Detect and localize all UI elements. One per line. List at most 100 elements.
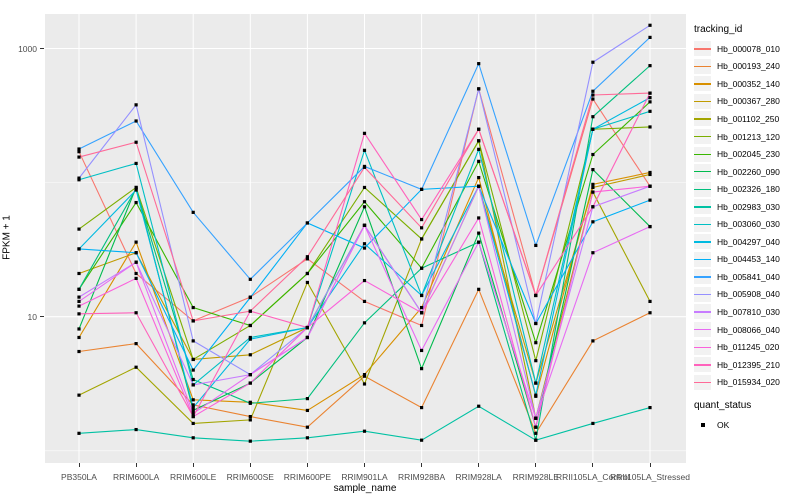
data-point (305, 335, 309, 340)
tracking-id-legend-items: Hb_000078_010 Hb_000193_240 Hb_000352_140 H… (694, 40, 798, 391)
data-point (648, 100, 652, 104)
plot-canvas (45, 14, 686, 463)
data-point (77, 155, 81, 159)
data-point (362, 321, 367, 325)
legend-item-label: Hb_001213_120 (717, 131, 780, 142)
legend-item-label: Hb_002045_230 (717, 149, 780, 160)
data-point (248, 337, 252, 341)
data-point (248, 335, 252, 340)
x-tick-label-RRIM928LA: RRIM928LA (455, 472, 502, 482)
data-point (305, 271, 309, 276)
data-point (191, 383, 195, 387)
x-tick-label-RRIM600LA: RRIM600LA (112, 472, 160, 482)
data-point (420, 217, 424, 222)
data-point (134, 365, 138, 369)
data-point (77, 349, 81, 354)
legend-item-label: Hb_004297_040 (717, 236, 780, 247)
data-point (77, 287, 81, 291)
data-point (477, 216, 481, 220)
data-point (534, 416, 538, 420)
data-point (420, 323, 424, 328)
data-point (305, 325, 309, 330)
data-point (591, 220, 595, 224)
legend-item-label: Hb_015934_020 (717, 377, 780, 388)
data-point (134, 161, 138, 166)
legend-item-label: Hb_012395_210 (717, 359, 780, 370)
legend-key-line-icon (694, 129, 711, 144)
data-point (134, 240, 138, 244)
legend-key-line-icon (694, 93, 711, 109)
data-point (534, 438, 538, 442)
data-point (477, 62, 481, 66)
legend-item-label: Hb_001102_250 (717, 113, 780, 124)
data-point (77, 295, 81, 299)
legend-key-line-icon (694, 286, 711, 302)
data-point (534, 393, 538, 397)
data-point (648, 125, 652, 129)
data-point (305, 408, 309, 413)
data-point (420, 348, 424, 353)
data-point (477, 231, 481, 235)
x-tick-mark (306, 463, 308, 467)
legend-key-line-icon (694, 269, 711, 285)
data-point (648, 91, 652, 95)
data-point (591, 205, 595, 209)
data-point (77, 335, 81, 340)
data-point (591, 97, 595, 101)
legend-item-label: Hb_007810_030 (717, 306, 780, 317)
legend-item-label: Hb_011245_020 (717, 342, 780, 353)
legend-item-Hb_002045_230: Hb_002045_230 (694, 145, 798, 163)
data-point (648, 170, 652, 175)
legend-item-Hb_000078_010: Hb_000078_010 (694, 40, 798, 58)
data-point (362, 382, 367, 386)
data-point (420, 266, 424, 270)
legend-item-Hb_002326_180: Hb_002326_180 (694, 180, 798, 198)
data-point (362, 373, 367, 377)
data-point (77, 176, 81, 180)
data-point (534, 341, 538, 345)
data-point (648, 109, 652, 113)
data-point (134, 103, 138, 107)
data-point (77, 393, 81, 397)
legend-title-tracking-id: tracking_id (694, 24, 743, 35)
data-point (648, 311, 652, 315)
data-point (477, 240, 481, 244)
legend: tracking_id Hb_000078_010 Hb_000193_240 Hb… (694, 24, 798, 433)
data-point (591, 421, 595, 426)
data-point (362, 131, 367, 135)
legend-item-label: Hb_000352_140 (717, 78, 780, 89)
x-tick-mark (535, 463, 537, 467)
legend-key-line-icon (694, 41, 711, 57)
data-point (420, 367, 424, 371)
legend-item-Hb_005841_040: Hb_005841_040 (694, 268, 798, 286)
data-point (534, 293, 538, 298)
legend-key-line-icon (694, 199, 711, 215)
data-point (477, 287, 481, 291)
data-point (77, 178, 81, 182)
legend-key-line-icon (694, 339, 711, 355)
data-point (134, 251, 138, 255)
y-tick-mark (40, 48, 44, 49)
legend-item-Hb_012395_210: Hb_012395_210 (694, 356, 798, 374)
data-point (648, 299, 652, 304)
data-point (591, 115, 595, 119)
legend-item-quant-OK: OK (694, 416, 798, 434)
data-point (248, 414, 252, 419)
data-point (77, 327, 81, 331)
data-point (591, 185, 595, 190)
legend-item-Hb_000367_280: Hb_000367_280 (694, 93, 798, 111)
legend-key-line-icon (694, 304, 711, 320)
data-point (77, 227, 81, 231)
legend-key-line-icon (694, 146, 711, 162)
data-point (534, 321, 538, 326)
legend-item-label: Hb_002983_030 (717, 201, 780, 212)
legend-key-line-icon (694, 357, 711, 373)
quant-status-legend: quant_status OK (694, 400, 798, 434)
data-point (77, 271, 81, 276)
x-tick-mark (192, 463, 194, 467)
data-point (134, 271, 138, 276)
data-point (191, 421, 195, 426)
data-point (648, 198, 652, 202)
data-point (77, 150, 81, 154)
legend-key-point-icon (694, 417, 711, 432)
